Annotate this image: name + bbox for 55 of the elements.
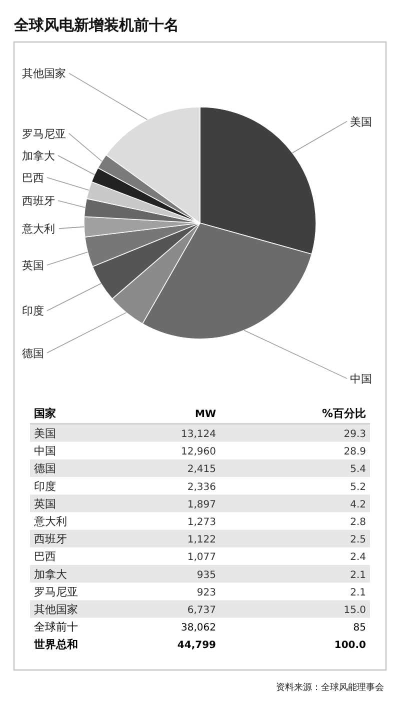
text: 2,415 xyxy=(187,464,216,476)
slice-label: 美国 xyxy=(350,115,372,128)
text: MW xyxy=(195,409,216,420)
slice-label: 中国 xyxy=(350,372,372,386)
category-label: 其他国家 xyxy=(34,603,78,616)
text: 6,737 xyxy=(187,605,216,616)
category-label: 印度 xyxy=(34,480,56,493)
slice-label: 德国 xyxy=(22,346,44,360)
text: 29.3 xyxy=(344,429,366,440)
text: 全球前十 xyxy=(34,620,78,634)
category-label: 德国 xyxy=(34,462,56,476)
slice-label: 加拿大 xyxy=(22,149,55,162)
text: 2,336 xyxy=(187,482,216,493)
category-label: 英国 xyxy=(34,497,56,510)
category-label: 加拿大 xyxy=(34,568,67,581)
text: %百分比 xyxy=(322,407,366,420)
category-label: 中国 xyxy=(34,444,56,458)
text: 100.0 xyxy=(334,640,366,652)
text: 国家 xyxy=(34,407,56,420)
text: 5.2 xyxy=(350,482,366,493)
slice-label: 巴西 xyxy=(22,171,44,184)
category-label: 罗马尼亚 xyxy=(34,585,78,598)
category-label: 西班牙 xyxy=(34,532,67,546)
text: 1,273 xyxy=(187,517,216,528)
text: 28.9 xyxy=(344,446,366,458)
text: 1,077 xyxy=(187,552,216,564)
text: 1,122 xyxy=(187,534,216,546)
text: 2.8 xyxy=(350,517,366,528)
text: 2.1 xyxy=(350,587,366,598)
text: 923 xyxy=(196,587,216,598)
text: 15.0 xyxy=(344,605,366,616)
text: 5.4 xyxy=(350,464,366,476)
text: 世界总和 xyxy=(33,638,78,652)
text: 38,062 xyxy=(181,622,216,634)
text: 85 xyxy=(353,622,366,634)
category-label: 美国 xyxy=(34,427,56,440)
text: 12,960 xyxy=(181,446,216,458)
slice-label: 西班牙 xyxy=(22,194,55,208)
text: 935 xyxy=(196,570,216,581)
text: 13,124 xyxy=(181,429,216,440)
chart-title: 全球风电新增装机前十名 xyxy=(13,16,179,34)
slice-label: 英国 xyxy=(22,259,44,272)
text: 1,897 xyxy=(187,499,216,510)
text: 2.5 xyxy=(350,534,366,546)
text: 资料来源：全球风能理事会 xyxy=(276,682,384,693)
slice-label: 印度 xyxy=(22,304,44,318)
category-label: 意大利 xyxy=(34,515,67,528)
text: 4.2 xyxy=(350,499,366,510)
slice-label: 其他国家 xyxy=(22,67,66,80)
slice-label: 罗马尼亚 xyxy=(22,127,66,140)
slice-label: 意大利 xyxy=(21,222,55,236)
text: 44,799 xyxy=(177,640,216,652)
category-label: 巴西 xyxy=(34,550,56,564)
text: 2.4 xyxy=(350,552,366,564)
text: 2.1 xyxy=(350,570,366,581)
